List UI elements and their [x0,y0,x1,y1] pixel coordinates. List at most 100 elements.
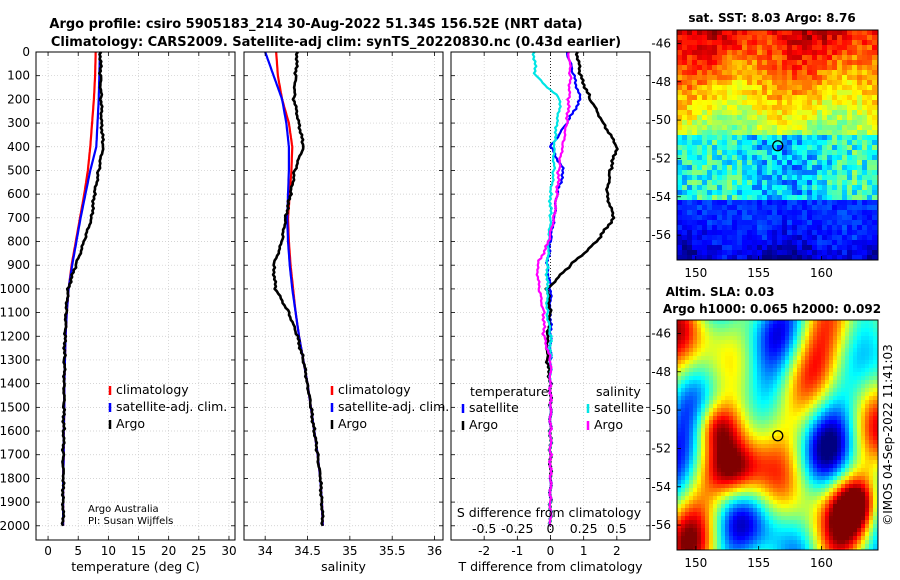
map-cell [822,100,828,106]
map-cell [745,508,750,513]
map-cell [812,120,818,126]
map-cell [809,488,814,493]
map-cell [745,528,750,533]
map-cell [827,155,833,161]
map-cell [805,400,810,405]
map-cell [737,452,742,457]
map-cell [677,380,682,385]
map-cell [745,428,750,433]
map-cell [849,492,854,497]
map-cell [845,372,850,377]
map-cell [749,404,754,409]
map-cell [805,460,810,465]
map-cell [789,408,794,413]
map-cell [857,60,863,66]
map-cell [765,524,770,529]
map-cell [717,496,722,501]
map-cell [722,175,728,181]
map-cell [857,120,863,126]
map-cell [677,165,683,171]
map-cell [713,392,718,397]
map-cell [842,195,848,201]
map-cell [725,352,730,357]
map-cell [721,360,726,365]
map-cell [792,245,798,251]
map-cell [792,240,798,246]
map-cell [837,436,842,441]
map-cell [812,185,818,191]
map-cell [753,352,758,357]
map-cell [705,332,710,337]
map-cell [767,120,773,126]
map-cell [849,528,854,533]
map-cell [717,328,722,333]
map-cell [805,496,810,501]
map-cell [817,440,822,445]
map-cell [741,424,746,429]
map-cell [793,524,798,529]
map-cell [705,440,710,445]
map-cell [862,85,868,91]
map-cell [677,85,683,91]
map-cell [767,30,773,36]
map-cell [721,452,726,457]
map-cell [837,324,842,329]
map-cell [772,65,778,71]
map-cell [872,155,878,161]
map-cell [693,488,698,493]
map-cell [752,50,758,56]
map-cell [802,55,808,61]
map-cell [817,356,822,361]
map-cell [812,240,818,246]
map-cell [822,120,828,126]
map-cell [721,336,726,341]
map-cell [677,392,682,397]
map-cell [797,420,802,425]
map-cell [733,460,738,465]
map-cell [801,340,806,345]
map-cell [745,464,750,469]
map-cell [677,332,682,337]
map-cell [797,376,802,381]
diff-legend-title-salinity: salinity [596,384,641,399]
map-cell [853,504,858,509]
map-cell [697,80,703,86]
map-cell [677,352,682,357]
map-cell [702,190,708,196]
map-cell [842,155,848,161]
map-cell [742,175,748,181]
map-cell [705,436,710,441]
map-cell [747,55,753,61]
diff-top-tick-label: 0 [547,521,555,536]
map-cell [762,235,768,241]
map-cell [807,30,813,36]
map-cell [777,250,783,256]
map-cell [761,464,766,469]
map-cell [812,140,818,146]
map-cell [781,408,786,413]
map-cell [749,444,754,449]
map-cell [797,205,803,211]
map-cell [677,70,683,76]
map-cell [769,524,774,529]
map-cell [767,110,773,116]
map-cell [717,40,723,46]
map-cell [857,135,863,141]
map-cell [829,436,834,441]
map-cell [869,384,874,389]
map-cell [727,140,733,146]
map-cell [821,516,826,521]
map-cell [742,230,748,236]
map-cell [837,140,843,146]
map-cell [745,476,750,481]
map-cell [841,468,846,473]
map-cell [777,344,782,349]
map-cell [805,480,810,485]
map-cell [837,190,843,196]
map-cell [797,380,802,385]
map-cell [817,125,823,131]
map-cell [825,324,830,329]
map-cell [732,120,738,126]
map-cell [721,444,726,449]
map-cell [797,230,803,236]
